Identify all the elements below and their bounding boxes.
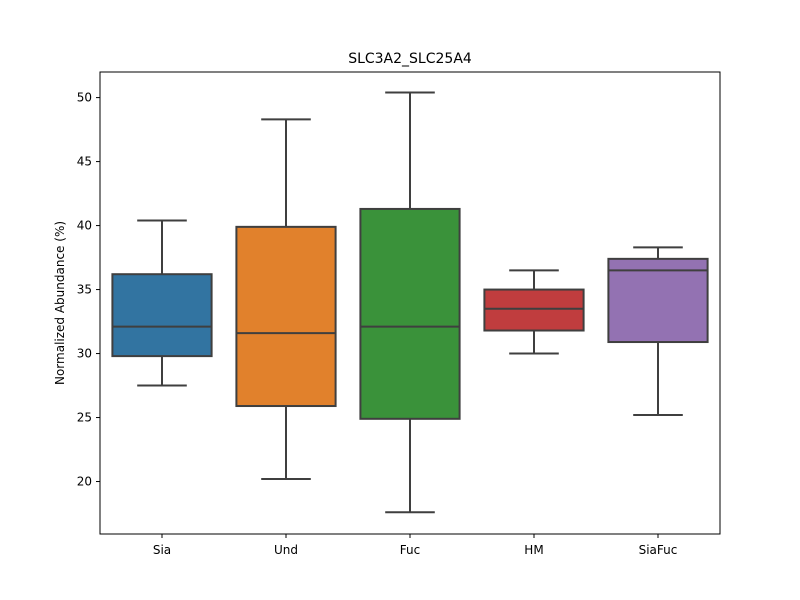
box-hm xyxy=(483,288,585,332)
y-tick-label-50: 50 xyxy=(77,91,92,105)
x-tick-label-hm: HM xyxy=(524,543,543,557)
box-sia xyxy=(111,273,213,358)
y-tick-label-35: 35 xyxy=(77,283,92,297)
y-tick-label-25: 25 xyxy=(77,411,92,425)
x-tick-label-siafuc: SiaFuc xyxy=(639,543,678,557)
x-tick-label-fuc: Fuc xyxy=(400,543,420,557)
y-tick-label-45: 45 xyxy=(77,155,92,169)
x-tick-label-und: Und xyxy=(274,543,298,557)
plot-area: 20 25 30 35 40 45 50 Sia Und Fuc HM SiaFuc xyxy=(77,71,721,557)
box-fuc xyxy=(359,207,461,420)
y-tick-label-30: 30 xyxy=(77,347,92,361)
chart-title: SLC3A2_SLC25A4 xyxy=(348,51,472,67)
x-tick-label-sia: Sia xyxy=(153,543,171,557)
y-tick-label-20: 20 xyxy=(77,475,92,489)
y-tick-label-40: 40 xyxy=(77,219,92,233)
box-siafuc xyxy=(607,257,709,344)
box-und xyxy=(235,225,337,408)
y-axis-label: Normalized Abundance (%) xyxy=(53,221,67,385)
